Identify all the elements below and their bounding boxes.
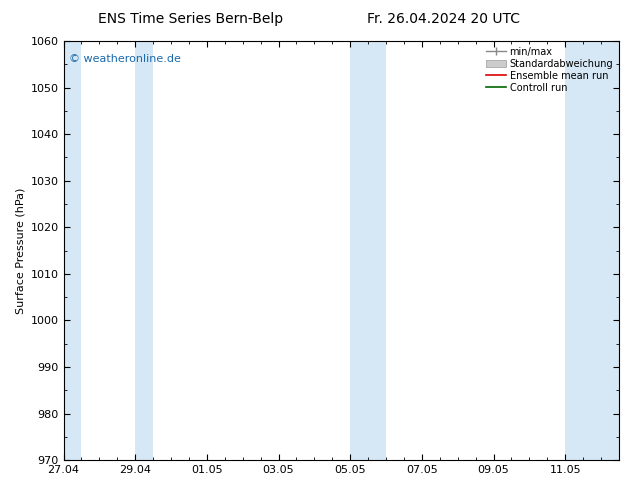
- Bar: [350, 41, 386, 460]
- Bar: [135, 41, 153, 460]
- Y-axis label: Surface Pressure (hPa): Surface Pressure (hPa): [15, 187, 25, 314]
- Text: Fr. 26.04.2024 20 UTC: Fr. 26.04.2024 20 UTC: [367, 12, 521, 26]
- Text: © weatheronline.de: © weatheronline.de: [69, 53, 181, 64]
- Text: ENS Time Series Bern-Belp: ENS Time Series Bern-Belp: [98, 12, 283, 26]
- Legend: min/max, Standardabweichung, Ensemble mean run, Controll run: min/max, Standardabweichung, Ensemble me…: [482, 43, 617, 97]
- Bar: [63, 41, 81, 460]
- Bar: [566, 41, 619, 460]
